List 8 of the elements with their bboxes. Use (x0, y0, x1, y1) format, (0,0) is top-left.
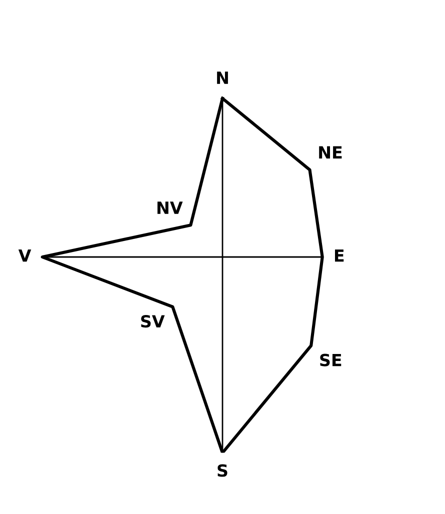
spoke-label: E (335, 249, 344, 262)
spoke-label: NE (319, 146, 342, 158)
spoke-label: S (218, 464, 228, 477)
spoke-label: N (217, 72, 228, 84)
spoke-label: SE (320, 354, 342, 366)
spoke-label: SV (141, 314, 165, 328)
spoke-label: V (18, 249, 32, 262)
spoke-label: NV (157, 202, 183, 214)
